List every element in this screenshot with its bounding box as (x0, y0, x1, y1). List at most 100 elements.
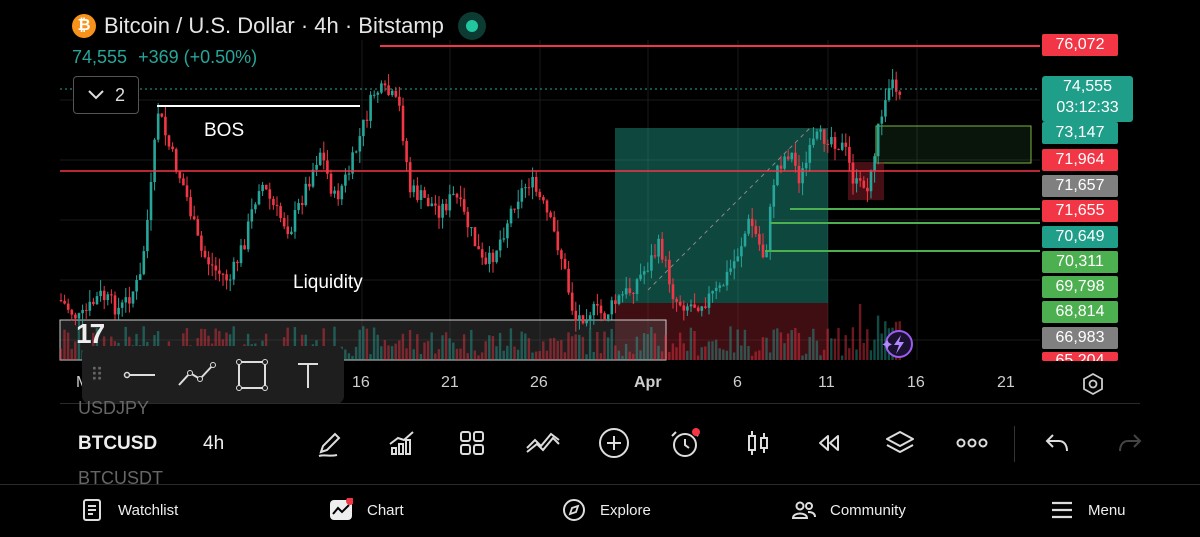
candle-body (664, 259, 668, 261)
volume-bar (538, 351, 541, 360)
volume-bar (351, 355, 354, 360)
candle-body (624, 288, 628, 295)
path-tool[interactable] (168, 346, 224, 404)
community-icon (792, 498, 816, 522)
candle-body (534, 176, 538, 192)
candle-body (236, 261, 239, 264)
volume-bar (570, 336, 574, 360)
volume-bar (416, 334, 419, 360)
candle-body (840, 142, 844, 150)
volume-bar (286, 327, 289, 360)
volume-bar (74, 341, 77, 360)
redo-icon[interactable] (1112, 425, 1148, 461)
volume-bar (560, 340, 563, 360)
indicators-toggle-button[interactable]: 2 (73, 76, 139, 114)
price-label-71964: 71,964 (1042, 149, 1118, 171)
volume-bar (491, 336, 495, 360)
symbol-title[interactable]: Bitcoin / U.S. Dollar · 4h · Bitstamp (104, 13, 444, 38)
volume-bar (473, 350, 477, 360)
candle-body (297, 203, 300, 211)
candle-body (588, 315, 592, 321)
volume-bar (711, 341, 714, 360)
volume-bar (862, 342, 865, 360)
volume-bar (768, 352, 772, 360)
volume-bar (358, 329, 361, 360)
candle-body (858, 178, 862, 181)
volume-bar (617, 350, 621, 360)
liquidity-label[interactable]: Liquidity (293, 272, 363, 293)
candle-body (84, 309, 88, 311)
layers-icon[interactable] (882, 425, 918, 461)
symbol-list-item[interactable]: USDJPY (78, 398, 150, 414)
candle-body (387, 85, 390, 96)
text-tool[interactable] (280, 346, 336, 404)
candle-body (444, 203, 448, 211)
replay-icon[interactable] (811, 425, 847, 461)
candle-body (365, 119, 369, 121)
candle-body (833, 137, 837, 149)
candle-body (642, 271, 646, 275)
pencil-icon[interactable] (312, 425, 348, 461)
symbol-header[interactable]: ₿ Bitcoin / U.S. Dollar · 4h · Bitstamp (72, 12, 486, 40)
volume-bar (848, 348, 851, 360)
candle-body (779, 165, 783, 169)
volume-bar (869, 350, 873, 360)
lightning-icon[interactable] (880, 328, 914, 362)
volume-bar (830, 338, 833, 360)
candle-body (336, 190, 340, 200)
volume-bar (866, 329, 869, 360)
drag-handle-icon[interactable]: ⠿ (90, 364, 104, 385)
candle-body (596, 304, 599, 306)
volume-bar (747, 346, 750, 360)
grid-icon[interactable] (454, 425, 490, 461)
current-symbol[interactable]: BTCUSD (78, 433, 158, 454)
nav-community[interactable]: Community (792, 495, 906, 525)
candle-body (808, 144, 812, 163)
volume-bar (390, 346, 394, 360)
candle-body (167, 135, 171, 147)
market-status-icon[interactable] (457, 12, 486, 40)
volume-bar (646, 334, 649, 360)
candle-body (488, 252, 491, 264)
nav-watchlist[interactable]: Watchlist (80, 495, 178, 525)
price-chart[interactable] (0, 0, 1200, 405)
nav-chart[interactable]: Chart (329, 495, 404, 525)
compare-icon[interactable] (525, 425, 561, 461)
volume-bar (502, 350, 505, 360)
candle-body (707, 293, 711, 308)
trend-line-tool[interactable] (112, 346, 168, 404)
undo-icon[interactable] (1039, 425, 1075, 461)
chart-area[interactable]: ₿ Bitcoin / U.S. Dollar · 4h · Bitstamp … (0, 0, 1200, 405)
volume-bar (779, 332, 783, 360)
candle-type-icon[interactable] (740, 425, 776, 461)
symbol-list-item[interactable]: BTCUSDT (78, 468, 163, 484)
chart-settings-icon[interactable] (1081, 372, 1105, 396)
more-icon[interactable] (954, 425, 990, 461)
candle-body (106, 294, 110, 301)
volume-bar (77, 326, 81, 360)
nav-explore[interactable]: Explore (562, 495, 651, 525)
candle-body (880, 116, 884, 124)
volume-bar (322, 328, 325, 360)
candle-body (722, 285, 725, 287)
indicators-icon[interactable] (383, 425, 419, 461)
volume-bar (876, 315, 880, 360)
nav-menu[interactable]: Menu (1050, 495, 1126, 525)
volume-bar (689, 327, 693, 360)
alert-icon[interactable] (667, 425, 703, 461)
candlesticks (59, 68, 902, 332)
candle-body (423, 190, 426, 198)
bos-label[interactable]: BOS (204, 120, 245, 141)
volume-bar (754, 351, 757, 360)
add-icon[interactable] (596, 425, 632, 461)
time-tick: 21 (997, 374, 1015, 391)
timeframe-selector[interactable]: 4h (203, 433, 225, 454)
candle-body (495, 250, 498, 263)
candle-body (700, 306, 704, 311)
time-tick: 16 (907, 374, 925, 391)
candle-body (531, 176, 534, 188)
watchlist-icon (80, 498, 104, 522)
rectangle-tool[interactable] (224, 346, 280, 404)
volume-bar (59, 348, 63, 360)
volume-bar (765, 337, 768, 360)
